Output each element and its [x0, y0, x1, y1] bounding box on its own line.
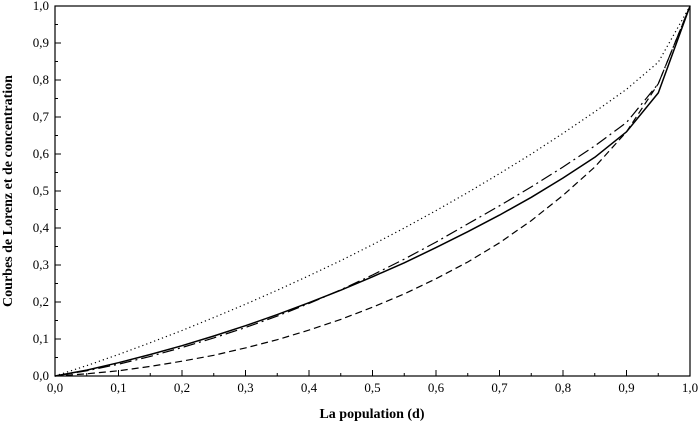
- y-tick-label: 0,3: [33, 257, 49, 272]
- y-tick-label: 0,1: [33, 331, 49, 346]
- x-tick-label: 0,2: [174, 380, 190, 395]
- x-tick-label: 0,1: [110, 380, 126, 395]
- series-line-solid: [54, 5, 691, 377]
- y-tick-label: 0,5: [33, 183, 49, 198]
- x-tick-label: 1,0: [682, 380, 698, 395]
- y-axis-ticks: 0,0 0,1 0,2 0,3 0,4 0,5 0,6 0,7 0,8 0,9 1,0: [33, 0, 61, 383]
- y-tick-label: 0,6: [33, 146, 50, 161]
- x-tick-label: 0,6: [428, 380, 445, 395]
- x-tick-label: 0,3: [237, 380, 253, 395]
- x-tick-label: 0,0: [47, 380, 63, 395]
- y-tick-label: 0,4: [33, 220, 50, 235]
- series-line-dashdot: [54, 5, 691, 377]
- x-axis-title: La population (d): [319, 407, 424, 422]
- x-axis-ticks: 0,0 0,1 0,2 0,3 0,4 0,5 0,6 0,7 0,8 0,9 1,0: [47, 370, 698, 395]
- y-tick-label: 0,9: [33, 35, 49, 50]
- x-tick-label: 0,5: [364, 380, 380, 395]
- series-line-dashed: [54, 5, 691, 377]
- y-tick-label: 0,7: [33, 109, 50, 124]
- y-tick-label: 1,0: [33, 0, 49, 13]
- x-tick-label: 0,4: [301, 380, 318, 395]
- y-tick-label: 0,2: [33, 294, 49, 309]
- y-tick-label: 0,0: [33, 368, 49, 383]
- x-tick-label: 0,8: [555, 380, 571, 395]
- y-axis-title: Courbes de Lorenz et de concentration: [1, 75, 16, 307]
- plot-area: [54, 5, 691, 377]
- series-layer: [54, 5, 691, 377]
- y-tick-label: 0,8: [33, 72, 49, 87]
- x-tick-label: 0,9: [618, 380, 634, 395]
- x-tick-label: 0,7: [491, 380, 508, 395]
